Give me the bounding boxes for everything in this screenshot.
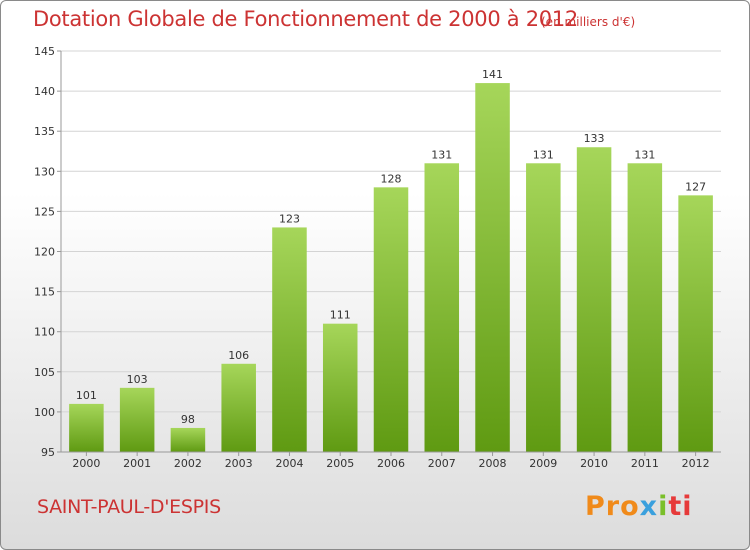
bar-value-label: 131 xyxy=(634,148,655,161)
bar xyxy=(373,187,409,452)
bar-value-label: 106 xyxy=(228,349,249,362)
y-tick-label: 110 xyxy=(34,326,55,339)
bar-value-label: 131 xyxy=(431,148,452,161)
x-tick-label: 2005 xyxy=(326,457,354,470)
bar xyxy=(221,363,256,452)
chart-unit: (en milliers d'€) xyxy=(541,15,636,29)
x-tick-label: 2009 xyxy=(529,457,557,470)
chart-title: Dotation Globale de Fonctionnement de 20… xyxy=(33,7,578,31)
commune-name: SAINT-PAUL-D'ESPIS xyxy=(37,496,221,518)
bar-value-label: 98 xyxy=(181,413,195,426)
y-tick-label: 140 xyxy=(34,85,55,98)
proxiti-logo: Proxiti xyxy=(585,491,693,522)
bar xyxy=(170,427,206,452)
bar-value-label: 127 xyxy=(685,180,706,193)
bar xyxy=(576,147,612,453)
x-tick-label: 2002 xyxy=(174,457,202,470)
bar-value-label: 133 xyxy=(584,132,605,145)
bar-value-label: 141 xyxy=(482,68,503,81)
x-tick-label: 2012 xyxy=(682,457,710,470)
y-tick-label: 130 xyxy=(34,165,55,178)
logo-part-2: x xyxy=(639,491,659,522)
axes: 95 100 105 110 115 120 125 130 135 140 145 2000 2001… xyxy=(34,45,721,470)
y-tick-label: 145 xyxy=(34,45,55,58)
x-tick-label: 2010 xyxy=(580,457,608,470)
x-tick-label: 2000 xyxy=(72,457,100,470)
bar xyxy=(475,83,510,452)
x-tick-label: 2011 xyxy=(631,457,659,470)
bar xyxy=(627,163,663,452)
logo-part-1: Pro xyxy=(585,491,640,522)
bar xyxy=(119,387,155,452)
y-tick-label: 135 xyxy=(34,125,55,138)
x-tick-label: 2007 xyxy=(428,457,456,470)
logo-part-4: ti xyxy=(668,491,693,522)
logo-part-3: i xyxy=(658,491,669,522)
bar xyxy=(526,163,561,452)
bar xyxy=(424,163,460,452)
y-tick-label: 100 xyxy=(34,406,55,419)
bars: 101 103 98 106 123 111 128 131 141 131 133 131 127 xyxy=(69,68,713,453)
y-tick-label: 95 xyxy=(41,446,55,459)
x-tick-label: 2008 xyxy=(479,457,507,470)
x-tick-label: 2006 xyxy=(377,457,405,470)
bar xyxy=(678,195,713,453)
y-tick-label: 105 xyxy=(34,366,55,379)
bar xyxy=(69,403,104,452)
bar-value-label: 128 xyxy=(381,172,402,185)
x-tick-label: 2004 xyxy=(275,457,303,470)
y-tick-label: 120 xyxy=(34,246,55,259)
bar-value-label: 101 xyxy=(76,389,97,402)
bar-value-label: 103 xyxy=(127,373,148,386)
bar-value-label: 131 xyxy=(533,148,554,161)
y-tick-label: 115 xyxy=(34,286,55,299)
bar xyxy=(272,227,307,452)
bar xyxy=(322,323,358,452)
bar-value-label: 123 xyxy=(279,212,300,225)
x-tick-label: 2001 xyxy=(123,457,151,470)
y-tick-label: 125 xyxy=(34,205,55,218)
x-tick-label: 2003 xyxy=(225,457,253,470)
bar-value-label: 111 xyxy=(330,309,351,322)
